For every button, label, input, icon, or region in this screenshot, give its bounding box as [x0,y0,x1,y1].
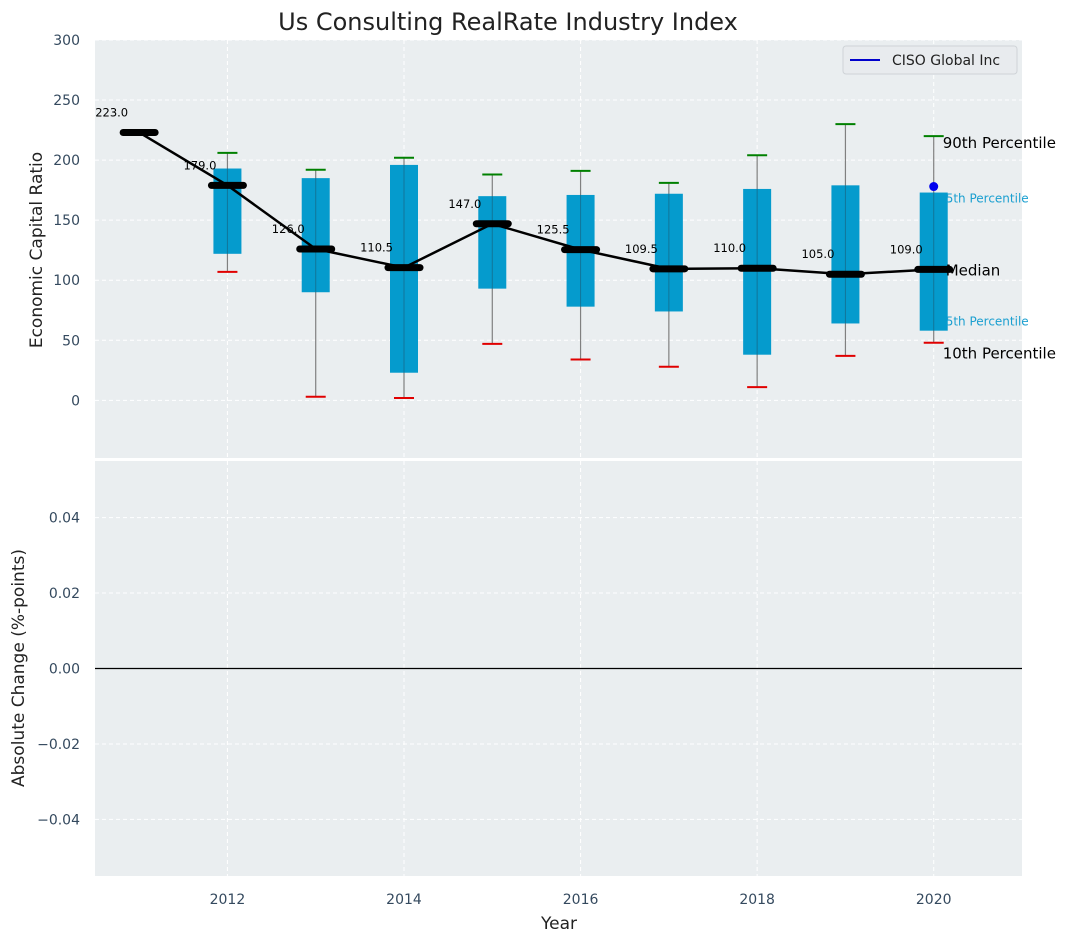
bottom-y-axis-label: Absolute Change (%-points) [9,549,29,787]
y-tick-label: −0.02 [37,737,80,753]
median-data-label: 110.0 [713,241,746,255]
x-tick-label: 2018 [739,892,775,908]
median-data-label: 110.5 [360,241,393,255]
y-tick-label: 250 [53,93,80,109]
top-panel: 0 50 100 150 200 250 300 223.0 179.0 126.0 110.5 14… [53,33,1056,461]
median-data-label: 147.0 [448,197,481,211]
legend-label: CISO Global Inc [892,53,1000,69]
annotation-p75: 5th Percentile [946,192,1029,206]
x-tick-label: 2020 [916,892,952,908]
annotation-p90: 90th Percentile [943,134,1056,152]
x-tick-label: 2016 [563,892,599,908]
bottom-panel: −0.04 −0.02 0.00 0.02 0.04 2012 2014 2016 2018 20… [37,461,1022,908]
y-tick-label: 200 [53,153,80,169]
x-tick-label: 2014 [386,892,422,908]
median-data-label: 125.5 [537,223,570,237]
y-tick-label: 50 [62,333,80,349]
median-data-label: 109.0 [890,242,923,256]
x-tick-label: 2012 [210,892,246,908]
median-data-label: 179.0 [183,158,216,172]
median-data-label: 223.0 [95,105,128,119]
median-data-label: 109.5 [625,242,658,256]
annotation-p10: 10th Percentile [943,345,1056,363]
annotation-median: Median [946,261,1001,279]
y-tick-label: 0 [71,393,80,409]
y-tick-label: 0.04 [49,511,80,527]
legend: CISO Global Inc [842,45,1018,75]
y-tick-label: 100 [53,273,80,289]
company-point [929,182,939,192]
y-tick-label: 0.00 [49,662,80,678]
median-data-label: 126.0 [272,222,305,236]
top-y-axis-label: Economic Capital Ratio [27,152,47,348]
chart-title: Us Consulting RealRate Industry Index [278,8,738,36]
y-tick-label: −0.04 [37,812,80,828]
median-data-label: 105.0 [801,247,834,261]
y-tick-label: 150 [53,213,80,229]
plot-area-top [95,40,1022,458]
y-tick-label: 300 [53,33,80,49]
x-axis-label: Year [540,914,577,934]
median-line [138,131,934,276]
y-tick-label: 0.02 [49,586,80,602]
legend-box [842,45,1018,75]
annotation-p25: 5th Percentile [946,315,1029,329]
